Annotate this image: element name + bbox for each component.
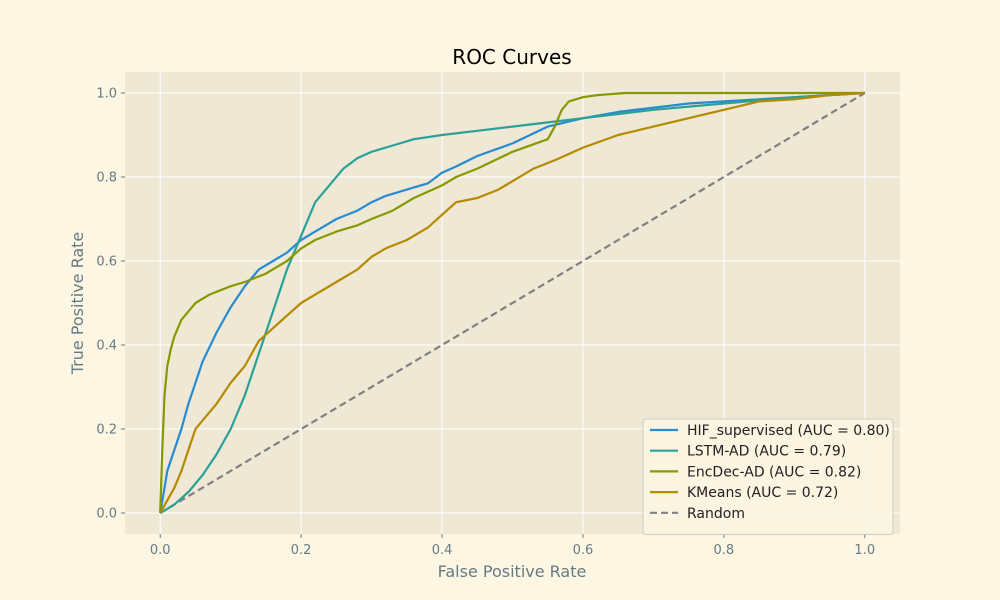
x-tick-label: 0.2 bbox=[291, 543, 312, 558]
x-tick-label: 0.4 bbox=[432, 543, 453, 558]
legend-label-0: HIF_supervised (AUC = 0.80) bbox=[687, 423, 890, 439]
legend-box bbox=[642, 418, 894, 535]
x-tick-label: 0.0 bbox=[150, 543, 171, 558]
series-line-3 bbox=[159, 91, 865, 514]
series-lines bbox=[159, 91, 866, 514]
series-line-2 bbox=[159, 91, 865, 514]
legend-label-4: Random bbox=[687, 506, 745, 522]
y-axis-ticks: 0.0 0.2 0.4 0.6 0.8 1.0 bbox=[96, 87, 125, 522]
x-tick-label: 0.6 bbox=[573, 543, 594, 558]
legend-label-3: KMeans (AUC = 0.72) bbox=[687, 485, 838, 501]
chart-title: ROC Curves bbox=[452, 45, 571, 69]
legend-label-1: LSTM-AD (AUC = 0.79) bbox=[687, 444, 846, 460]
y-tick-label: 1.0 bbox=[96, 87, 117, 102]
y-tick-label: 0.0 bbox=[96, 507, 117, 522]
y-tick-label: 0.6 bbox=[96, 255, 117, 270]
legend: HIF_supervised (AUC = 0.80) LSTM-AD (AUC … bbox=[642, 418, 894, 535]
y-axis-label: True Positive Rate bbox=[68, 232, 87, 376]
legend-label-2: EncDec-AD (AUC = 0.82) bbox=[687, 464, 861, 480]
y-tick-label: 0.8 bbox=[96, 171, 117, 186]
series-line-0 bbox=[159, 91, 865, 514]
series-line-1 bbox=[159, 91, 865, 514]
x-axis-label: False Positive Rate bbox=[438, 562, 587, 581]
x-tick-label: 1.0 bbox=[854, 543, 875, 558]
x-axis-ticks: 0.0 0.2 0.4 0.6 0.8 1.0 bbox=[150, 534, 875, 558]
x-tick-label: 0.8 bbox=[714, 543, 735, 558]
y-tick-label: 0.4 bbox=[96, 339, 117, 354]
series-line-4 bbox=[159, 92, 866, 514]
y-tick-label: 0.2 bbox=[96, 423, 117, 438]
